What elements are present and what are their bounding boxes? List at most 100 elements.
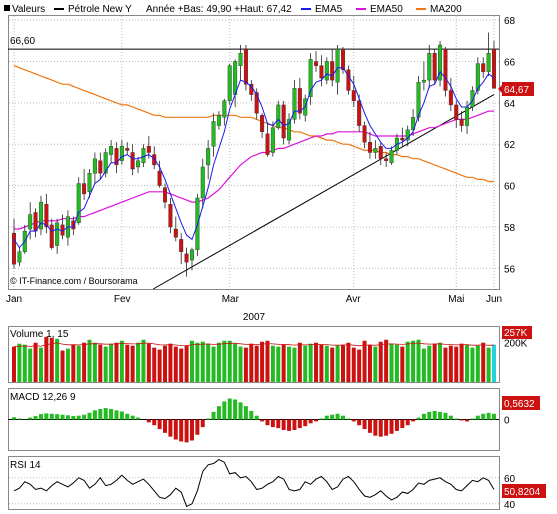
macd-bar-negative bbox=[314, 419, 319, 422]
candle-down bbox=[130, 152, 135, 170]
macd-histogram bbox=[12, 398, 496, 443]
volume-bar bbox=[465, 344, 470, 382]
macd-bar-positive bbox=[249, 410, 254, 420]
volume-bar bbox=[87, 339, 92, 382]
volume-average-line bbox=[13, 342, 495, 347]
candle-down bbox=[71, 220, 76, 230]
volume-bar bbox=[314, 342, 319, 382]
month-tick-label: Mar bbox=[222, 294, 240, 305]
volume-bar bbox=[475, 345, 480, 382]
candle-up bbox=[216, 115, 221, 126]
macd-bar-negative bbox=[459, 419, 464, 421]
candle-up bbox=[416, 81, 421, 118]
candle-down bbox=[340, 48, 345, 70]
macd-bar-negative bbox=[200, 419, 205, 428]
volume-bar bbox=[168, 343, 173, 382]
volume-bar bbox=[103, 346, 108, 382]
macd-bar-positive bbox=[216, 406, 221, 420]
candle-down bbox=[378, 146, 383, 159]
volume-bar bbox=[76, 345, 81, 382]
macd-bar-positive bbox=[12, 417, 16, 420]
candle-down bbox=[346, 69, 351, 91]
candle-up bbox=[55, 222, 60, 246]
volume-bar bbox=[12, 346, 16, 382]
macd-bar-positive bbox=[82, 414, 87, 420]
candle-up bbox=[17, 251, 22, 263]
macd-bar-positive bbox=[49, 413, 54, 420]
volume-bar bbox=[227, 340, 232, 382]
macd-bar-positive bbox=[65, 415, 70, 420]
ma200-line bbox=[13, 65, 494, 183]
legend-marker-ema50 bbox=[356, 8, 366, 10]
candle-up bbox=[92, 158, 97, 174]
volume-bar bbox=[163, 345, 168, 382]
macd-bar-positive bbox=[335, 413, 340, 420]
candle-down bbox=[179, 239, 184, 252]
candle-up bbox=[427, 53, 432, 81]
volume-bar bbox=[335, 345, 340, 382]
volume-bar bbox=[448, 345, 453, 382]
volume-bar bbox=[82, 342, 87, 382]
volume-bar bbox=[270, 345, 275, 382]
volume-bar bbox=[459, 343, 464, 382]
price-grid bbox=[9, 16, 499, 289]
candle-up bbox=[335, 48, 340, 83]
candle-up bbox=[38, 201, 43, 230]
macd-bar-positive bbox=[254, 415, 259, 420]
price-panel-frame bbox=[8, 15, 500, 290]
rsi-line bbox=[13, 459, 495, 508]
volume-bars bbox=[12, 336, 496, 382]
macd-bar-negative bbox=[297, 419, 302, 429]
macd-bar-positive bbox=[211, 411, 216, 420]
candle-down bbox=[184, 253, 189, 263]
candle-down bbox=[330, 61, 335, 81]
volume-bar bbox=[249, 343, 254, 382]
candle-up bbox=[109, 146, 114, 155]
candle-down bbox=[492, 48, 497, 89]
macd-bar-positive bbox=[486, 412, 491, 420]
volume-bar bbox=[357, 349, 362, 382]
volume-bar bbox=[189, 340, 194, 382]
macd-bar-positive bbox=[492, 413, 496, 420]
macd-bar-negative bbox=[184, 419, 189, 443]
macd-bar-positive bbox=[136, 417, 141, 420]
candle-up bbox=[136, 160, 141, 168]
macd-bar-positive bbox=[98, 409, 103, 420]
volume-bar bbox=[492, 344, 496, 382]
macd-bar-positive bbox=[416, 417, 421, 420]
volume-bar bbox=[233, 343, 238, 382]
candle-up bbox=[475, 63, 480, 91]
legend-valeurs: Valeurs bbox=[12, 4, 45, 15]
candle-up bbox=[189, 249, 194, 261]
macd-bar-negative bbox=[163, 419, 168, 433]
volume-bar bbox=[389, 343, 394, 382]
candle-down bbox=[260, 115, 265, 133]
volume-bar bbox=[109, 343, 114, 382]
ema50-line bbox=[14, 110, 494, 230]
volume-bar bbox=[421, 348, 426, 382]
macd-bar-positive bbox=[340, 415, 345, 420]
volume-bar bbox=[297, 342, 302, 382]
macd-bar-negative bbox=[157, 419, 162, 430]
candle-down bbox=[384, 158, 389, 161]
candle-down bbox=[125, 148, 130, 151]
candle-down bbox=[265, 133, 270, 155]
macd-bar-positive bbox=[87, 412, 92, 420]
macd-bar-positive bbox=[324, 415, 329, 420]
volume-bar bbox=[22, 344, 27, 382]
volume-bar bbox=[378, 341, 383, 382]
candle-up bbox=[411, 117, 416, 130]
last-price-value: 64,67 bbox=[504, 85, 529, 96]
macd-bar-positive bbox=[103, 408, 108, 420]
volume-tag-value: 257K bbox=[504, 328, 528, 339]
candle-up bbox=[87, 172, 92, 192]
rsi-tick-40: 40 bbox=[504, 500, 516, 511]
volume-bar bbox=[49, 337, 54, 382]
macd-bar-negative bbox=[357, 419, 362, 426]
legend: Valeurs Pétrole New Y Année +Bas: 49,90 … bbox=[4, 4, 462, 15]
volume-bar bbox=[44, 336, 49, 382]
volume-bar bbox=[427, 345, 432, 382]
volume-bar bbox=[55, 338, 60, 382]
macd-bar-positive bbox=[33, 416, 38, 420]
candle-down bbox=[367, 141, 372, 153]
